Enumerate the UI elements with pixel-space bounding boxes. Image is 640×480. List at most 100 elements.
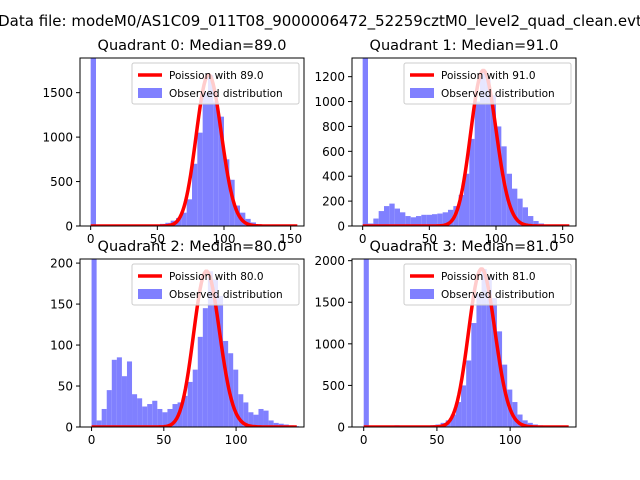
quadrant-1-x-tick-label: 100 [485,232,508,246]
quadrant-2-y-tick-label: 0 [65,421,73,435]
quadrant-1-y-tick-label: 1000 [314,95,345,109]
quadrant-0-hist-bar [181,212,187,226]
quadrant-1-hist-bar [373,218,379,226]
quadrant-3-x-tick-label: 50 [429,433,444,447]
quadrant-0-legend-box [131,62,300,105]
quadrant-0-title: Quadrant 0: Median=89.0 [98,38,287,54]
quadrant-1-legend: Poission with 91.0 Observed distribution [403,62,572,105]
quadrant-1-axes-frame [351,57,577,227]
quadrant-3-hist-bar [450,414,456,427]
quadrant-1-y-tick-label: 200 [322,195,345,209]
quadrant-2-hist-bar [121,376,127,427]
quadrant-2-hist-bar [192,369,198,427]
quadrant-1-hist-bar [432,214,438,226]
quadrant-3-y-tick-label: 1500 [314,296,345,310]
quadrant-0-hist-bar [192,163,198,226]
quadrant-1-hist-bar [426,214,432,226]
quadrant-1-title: Quadrant 1: Median=91.0 [370,38,559,54]
quadrant-2-hist-bar [273,422,279,427]
quadrant-0-hist-bar [229,179,235,226]
quadrant-1-hist-bar [421,214,427,226]
quadrant-3-x-tick-label: 0 [360,433,368,447]
quadrant-2-legend-box [131,263,300,306]
quadrant-2-x-tick-label: 50 [156,433,171,447]
quadrant-2-hist-bar [91,259,97,427]
quadrant-1-hist-bar [522,207,528,226]
quadrant-3-hist-bar [466,360,472,427]
quadrant-1-hist-bar [512,188,518,226]
quadrant-2-hist-bar [238,394,244,427]
quadrant-2-x-tick-label: 0 [88,433,96,447]
quadrant-1-hist-bar [480,70,486,226]
quadrant-2-hist-bar [207,271,213,427]
quadrant-2-axes-frame [79,258,305,428]
quadrant-2-hist-bar [111,359,117,427]
quadrant-1-hist-bar [384,206,390,226]
quadrant-1-hist-bar [378,211,384,226]
quadrant-0-legend: Poission with 89.0 Observed distribution [131,62,300,105]
quadrant-1-legend-box [403,62,572,105]
quadrant-2-legend-poisson-label: Poission with 80.0 [169,271,264,283]
quadrant-3-plot-area [363,259,569,427]
quadrant-1-hist-bar [469,138,475,226]
quadrant-2-hist-bar [187,381,193,427]
quadrant-0-hist-bar [208,74,214,226]
quadrant-0-y-tick-label: 1500 [42,86,73,100]
figure-suptitle: Data file: modeM0/AS1C09_011T08_90000064… [0,12,640,31]
quadrant-2-hist-bar [218,295,224,427]
quadrant-2-hist-bar [233,369,239,427]
quadrant-0-hist-bar [218,116,224,226]
quadrant-1-hist-bar [528,216,534,226]
quadrant-0-hist-bar [213,101,219,226]
quadrant-3-legend-poisson-label: Poission with 81.0 [441,271,536,283]
quadrant-2-hist-bar [137,398,143,427]
quadrant-3-hist-bar [522,420,528,427]
quadrant-2-hist-bar [147,404,153,427]
quadrant-0-axes-frame [79,57,305,227]
quadrant-3-hist-bar [363,259,369,427]
quadrant-3-x-tick-label: 100 [499,433,522,447]
quadrant-2-y-tick-label: 200 [50,257,73,271]
quadrant-1-y-tick-label: 800 [322,120,345,134]
quadrant-2-hist-bar [258,408,264,427]
quadrant-1-hist-bar [394,208,400,226]
quadrant-1-hist-bar [405,216,411,226]
quadrant-1-legend-observed-label: Observed distribution [441,88,555,100]
quadrant-3-hist-bar [486,277,492,427]
quadrant-0-x-tick-label: 0 [87,232,95,246]
quadrant-2-title: Quadrant 2: Median=80.0 [98,239,287,255]
quadrant-1-hist-bar [490,95,496,226]
quadrant-2-hist-bar [182,395,188,427]
quadrant-1-hist-bar [362,58,368,226]
quadrant-1-hist-bar [533,221,539,226]
quadrant-1-legend-poisson-label: Poission with 91.0 [441,70,536,82]
quadrant-0-legend-observed-label: Observed distribution [169,88,283,100]
quadrant-1-hist-bar [410,217,416,226]
quadrant-2-hist-bar [157,408,163,427]
quadrant-3-hist-bar [491,298,497,427]
quadrant-3-hist-bar [471,323,477,427]
quadrant-2-hist-bar [172,404,178,427]
quadrant-2-y-tick-label: 100 [50,339,73,353]
quadrant-1-hist-bar [400,212,406,226]
quadrant-3-hist-bar [455,402,462,427]
quadrant-3-y-tick-label: 1000 [314,337,345,351]
quadrant-1-hist-bar [485,79,491,226]
quadrant-2-hist-bar [126,361,133,427]
quadrant-3-legend: Poission with 81.0 Observed distribution [403,263,572,306]
quadrant-2-hist-bar [106,390,112,427]
quadrant-3-hist-bar [481,268,487,427]
quadrant-2-hist-bar [248,412,254,427]
quadrant-3-legend-observed-label: Observed distribution [441,289,555,301]
quadrant-2-hist-bar [253,414,259,427]
quadrant-2-hist-bar [142,406,148,427]
quadrant-2-hist-bar [116,357,122,427]
quadrant-2-hist-bar [243,402,249,427]
quadrant-2-panel: 0 50 100 0 50 100 150 200 Poission with 80.0 Obse… [50,257,305,447]
quadrant-2-hist-bar [162,412,168,427]
quadrant-2-legend: Poission with 80.0 Observed distribution [131,263,300,306]
quadrant-1-hist-bar [416,216,422,226]
quadrant-0-hist-bar [202,92,208,226]
quadrant-1-legend-observed-swatch [410,88,434,98]
